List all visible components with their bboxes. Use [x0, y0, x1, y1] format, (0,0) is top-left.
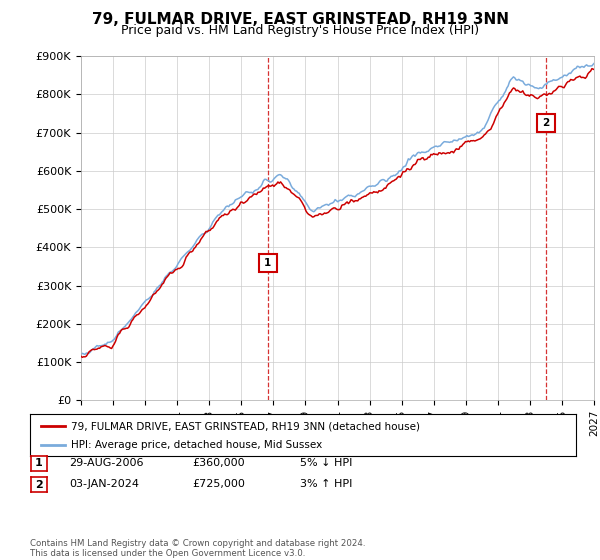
Text: 5% ↓ HPI: 5% ↓ HPI — [300, 458, 352, 468]
Text: £360,000: £360,000 — [192, 458, 245, 468]
Text: HPI: Average price, detached house, Mid Sussex: HPI: Average price, detached house, Mid … — [71, 440, 322, 450]
Text: £725,000: £725,000 — [192, 479, 245, 489]
Text: 29-AUG-2006: 29-AUG-2006 — [69, 458, 143, 468]
Text: 1: 1 — [264, 258, 272, 268]
Text: Price paid vs. HM Land Registry's House Price Index (HPI): Price paid vs. HM Land Registry's House … — [121, 24, 479, 37]
Text: Contains HM Land Registry data © Crown copyright and database right 2024.
This d: Contains HM Land Registry data © Crown c… — [30, 539, 365, 558]
Text: 3% ↑ HPI: 3% ↑ HPI — [300, 479, 352, 489]
Text: 03-JAN-2024: 03-JAN-2024 — [69, 479, 139, 489]
Text: 79, FULMAR DRIVE, EAST GRINSTEAD, RH19 3NN (detached house): 79, FULMAR DRIVE, EAST GRINSTEAD, RH19 3… — [71, 421, 420, 431]
Text: 2: 2 — [542, 118, 550, 128]
Text: 79, FULMAR DRIVE, EAST GRINSTEAD, RH19 3NN: 79, FULMAR DRIVE, EAST GRINSTEAD, RH19 3… — [91, 12, 509, 27]
Text: 1: 1 — [35, 459, 43, 468]
Text: 2: 2 — [35, 480, 43, 489]
